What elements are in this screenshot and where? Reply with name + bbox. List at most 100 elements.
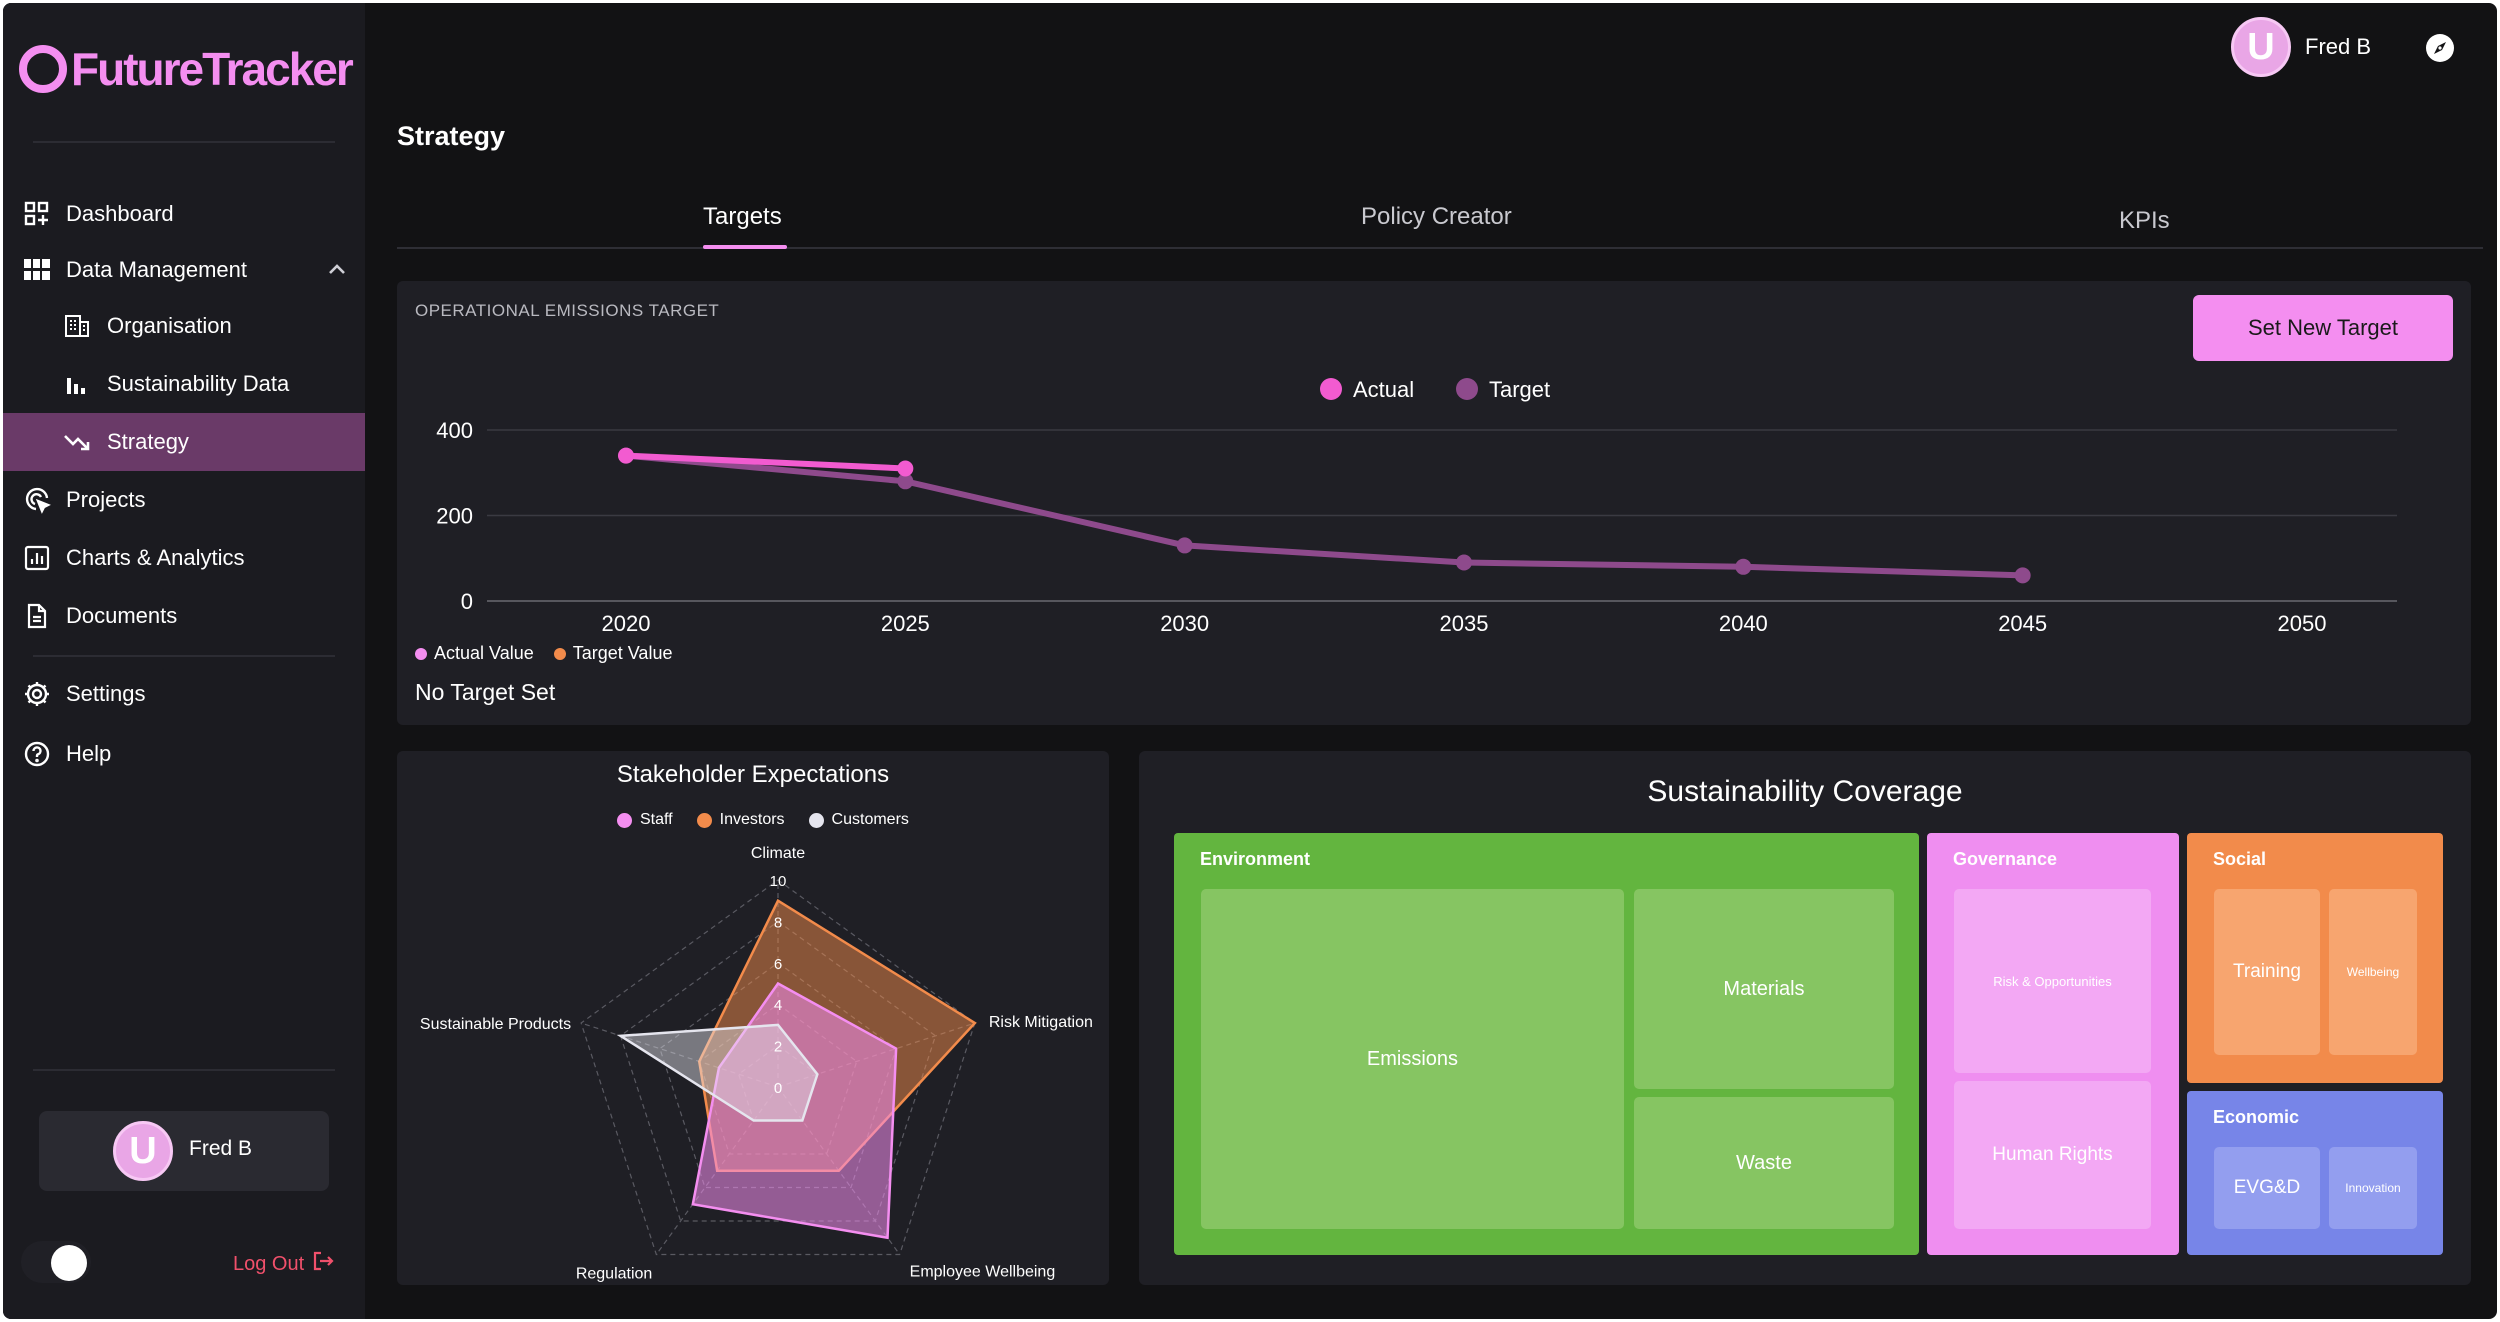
target-cursor-icon [23,486,51,514]
treemap-cell-materials[interactable]: Materials [1634,889,1894,1089]
coverage-card: Sustainability Coverage Environment Emis… [1139,751,2471,1285]
document-icon [23,602,51,630]
radar-axis-label: Sustainable Products [420,1016,571,1033]
legend-dot [696,812,712,828]
radar-series-customers [616,1023,819,1122]
radar-axis-line [580,1022,779,1088]
logo-ring-icon [19,45,67,93]
x-tick-label: 2020 [602,611,651,636]
legend-item-customers[interactable]: Customers [808,811,909,829]
active-tab-indicator [703,245,787,249]
logout-label: Log Out [233,1252,305,1275]
app-window: FutureTracker Dashboard Data Management … [3,3,2497,1319]
sidebar-item-organisation[interactable]: Organisation [3,297,365,355]
treemap-group-governance[interactable]: Governance Risk & Opportunities Human Ri… [1927,833,2179,1255]
data-point-actual [897,460,914,477]
treemap-cell-training[interactable]: Training [2214,889,2320,1055]
radar-tick-label: 6 [774,956,782,973]
sidebar-item-documents[interactable]: Documents [3,587,365,645]
status-text: No Target Set [415,679,556,705]
treemap-cell-innovation[interactable]: Innovation [2329,1147,2417,1229]
series-line-target [625,452,2023,579]
logout-button[interactable]: Log Out [233,1250,334,1278]
stakeholder-card: 0 2 4 6 8 10 Climate Risk Mitigation Employee We… [397,751,1109,1285]
radar-title: Stakeholder Expectations [616,761,890,788]
treemap-group-economic[interactable]: Economic EVG&D Innovation [2187,1091,2443,1255]
y-tick-label: 200 [436,504,473,529]
data-point-target [1735,558,1752,575]
header-user-name[interactable]: Fred B [2305,34,2372,59]
legend-label-actual: Actual [1353,377,1414,402]
x-tick-label: 2050 [2278,611,2327,636]
logo-text: FutureTracker [71,43,354,95]
treemap-cell-risk-opportunities[interactable]: Risk & Opportunities [1954,889,2151,1073]
x-tick-label: 2025 [881,611,930,636]
radar-tick-label: 8 [774,914,782,931]
sidebar-item-dashboard[interactable]: Dashboard [3,185,365,243]
legend-label-target: Target [1489,377,1550,402]
treemap-group-environment[interactable]: Environment Emissions Materials Waste [1174,833,1919,1255]
coverage-title: Sustainability Coverage [1647,775,1963,808]
legend-marker-actual [1320,378,1342,400]
legend-dot [808,812,824,828]
x-tick-label: 2030 [1160,611,1209,636]
radar-series-staff [691,981,898,1240]
x-tick-label: 2040 [1719,611,1768,636]
avatar: U [113,1121,173,1181]
sidebar-item-projects[interactable]: Projects [3,471,365,529]
sidebar-item-settings[interactable]: Settings [3,665,365,723]
treemap-cell-waste[interactable]: Waste [1634,1097,1894,1229]
radar-chart: 0 2 4 6 8 10 Climate Risk Mitigation Employee We… [420,845,1093,1282]
legend-dot [415,647,427,660]
data-point-target [1176,537,1193,554]
grid-icon [23,256,51,284]
card-label: OPERATIONAL EMISSIONS TARGET [415,301,720,320]
radar-tick-label: 10 [770,873,787,890]
sidebar-item-help[interactable]: Help [3,725,365,783]
sidebar-item-sustainability-data[interactable]: Sustainability Data [3,355,365,413]
legend-item-staff[interactable]: Staff [617,811,673,829]
theme-toggle[interactable] [21,1241,91,1283]
emissions-line-chart: 0 200 400 2020 2025 2030 2035 2040 2045 2050 Actua… [436,377,2397,636]
gear-icon [23,680,51,708]
legend-marker-target [1456,378,1478,400]
treemap-cell-emissions[interactable]: Emissions [1201,889,1624,1229]
radar-axis-label: Regulation [576,1265,653,1282]
radar-axis-label: Climate [751,845,805,862]
compass-icon[interactable] [2425,33,2455,63]
trend-down-icon [63,428,91,456]
data-point-target [1456,554,1472,571]
tab-policy-creator[interactable]: Policy Creator [1361,203,1512,230]
treemap-group-social[interactable]: Social Training Wellbeing [2187,833,2443,1083]
help-icon [23,740,51,768]
radar-axis-label: Employee Wellbeing [910,1263,1056,1280]
header-avatar[interactable]: U [2231,17,2291,77]
series-line-actual [625,452,906,472]
logo[interactable]: FutureTracker [19,39,354,99]
treemap-cell-wellbeing[interactable]: Wellbeing [2329,889,2417,1055]
legend-dot [617,812,632,828]
toggle-knob [51,1245,87,1281]
page-title: Strategy [397,121,506,151]
treemap-cell-evgd[interactable]: EVG&D [2214,1147,2320,1229]
sidebar: FutureTracker Dashboard Data Management … [3,3,365,1319]
tab-kpis[interactable]: KPIs [2119,207,2170,234]
set-new-target-button[interactable]: Set New Target [2193,295,2453,361]
x-tick-label: 2035 [1440,611,1489,636]
bar-chart-icon [63,370,91,398]
radar-grid-ring [580,879,976,1256]
y-tick-label: 400 [436,418,473,443]
legend-item-actual-value[interactable]: Actual Value [415,643,534,664]
legend-item-investors[interactable]: Investors [696,811,785,829]
treemap-cell-human-rights[interactable]: Human Rights [1954,1081,2151,1229]
legend-item-target-value[interactable]: Target Value [553,643,672,664]
data-point-target [2014,567,2031,584]
sidebar-item-strategy[interactable]: Strategy [3,413,365,471]
tab-targets[interactable]: Targets [703,203,782,230]
user-card[interactable]: U Fred B [39,1111,329,1191]
radar-tick-label: 2 [774,1039,782,1056]
sidebar-item-data-management[interactable]: Data Management [3,241,365,299]
sidebar-item-charts-analytics[interactable]: Charts & Analytics [3,529,365,587]
data-point-actual [618,447,634,464]
chevron-up-icon[interactable] [325,257,349,281]
